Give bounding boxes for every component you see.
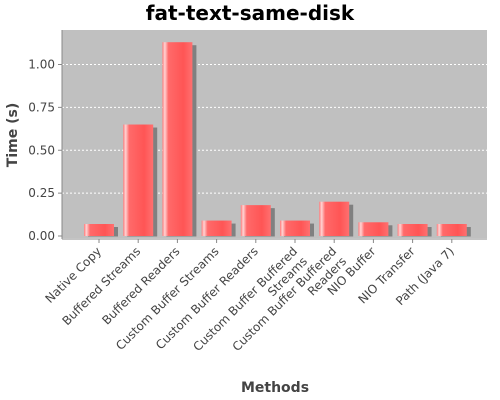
bar-group <box>358 222 393 237</box>
chart-title: fat-text-same-disk <box>146 1 355 25</box>
y-tick-label: 0.00 <box>28 229 55 243</box>
y-tick-label: 0.50 <box>28 143 55 157</box>
x-axis-title: Methods <box>241 380 309 396</box>
bar-group <box>280 220 314 237</box>
y-tick-label: 0.75 <box>28 100 55 114</box>
bar <box>280 220 310 236</box>
bar-group <box>84 223 118 237</box>
bar <box>436 223 467 236</box>
gridlines <box>62 64 487 194</box>
bar <box>397 223 428 236</box>
bars <box>84 42 471 237</box>
bar <box>201 220 232 236</box>
bar <box>162 42 193 236</box>
y-tick-label: 1.00 <box>28 58 55 72</box>
bar-group <box>201 220 236 237</box>
bar-group <box>319 201 354 237</box>
bar-group <box>162 42 197 237</box>
bar <box>319 201 350 236</box>
bar-group <box>123 124 158 237</box>
bar <box>358 222 389 236</box>
y-tick-label: 0.25 <box>28 186 55 200</box>
y-axis-title: Time (s) <box>5 103 21 167</box>
y-axis: 0.00 0.25 0.50 0.75 1.00 <box>28 30 63 243</box>
bar-group <box>436 223 471 237</box>
bar <box>240 205 271 236</box>
bar-group <box>240 205 275 237</box>
bar-group <box>397 223 432 237</box>
bar <box>84 223 114 236</box>
bar <box>123 124 154 236</box>
